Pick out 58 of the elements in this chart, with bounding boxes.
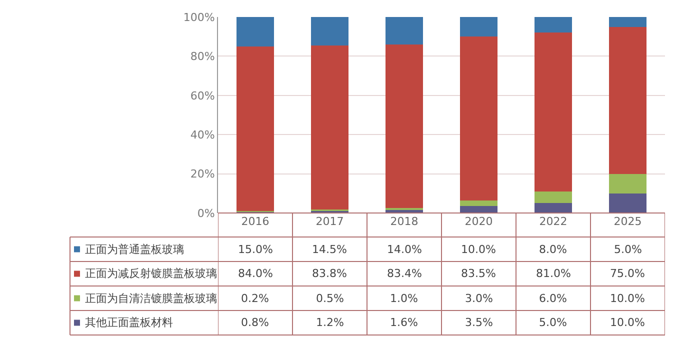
data-label: 14.0% [387, 243, 422, 256]
data-label: 0.5% [316, 292, 344, 305]
data-label: 14.5% [312, 243, 347, 256]
x-tick-label: 2022 [539, 215, 568, 228]
legend-label: 正面为自清洁镀膜盖板玻璃 [85, 292, 217, 305]
data-label: 3.5% [465, 316, 493, 329]
data-label: 83.8% [312, 267, 347, 280]
x-tick-label: 2025 [614, 215, 642, 228]
data-label: 75.0% [610, 267, 645, 280]
y-tick-label: 0% [197, 206, 215, 220]
bar [386, 44, 423, 208]
x-tick-label: 2018 [390, 215, 418, 228]
bar [460, 200, 498, 206]
data-label: 0.2% [241, 292, 269, 305]
data-label: 8.0% [539, 243, 567, 256]
x-tick-label: 2016 [241, 215, 270, 228]
data-label: 0.8% [241, 316, 269, 329]
data-label: 1.2% [316, 316, 344, 329]
data-label: 10.0% [610, 292, 645, 305]
bar [534, 32, 572, 192]
data-label: 5.0% [614, 243, 642, 256]
data-label: 1.0% [390, 292, 418, 305]
data-label: 83.4% [387, 267, 422, 280]
bar [311, 45, 348, 210]
bar [236, 17, 274, 46]
data-label: 1.6% [390, 316, 418, 329]
y-tick-label: 20% [190, 168, 215, 181]
bar [311, 17, 348, 46]
y-tick-label: 60% [190, 89, 215, 102]
x-tick-label: 2020 [464, 215, 493, 228]
legend-label: 正面为减反射镀膜盖板玻璃 [85, 267, 217, 280]
bar [236, 46, 274, 212]
data-label: 5.0% [539, 316, 567, 329]
bar [534, 17, 572, 33]
bar [609, 174, 646, 194]
data-label: 84.0% [238, 267, 273, 280]
bar [609, 17, 646, 27]
data-label: 10.0% [461, 243, 496, 256]
bar [460, 17, 498, 37]
bar [460, 206, 498, 213]
bar [534, 203, 572, 213]
bar [609, 26, 646, 174]
bar [460, 36, 498, 200]
legend-label: 正面为普通盖板玻璃 [85, 243, 184, 256]
data-label: 81.0% [536, 267, 571, 280]
data-label: 15.0% [238, 243, 273, 256]
bar [386, 17, 423, 44]
legend-label: 其他正面盖板材料 [85, 316, 173, 329]
bar [609, 193, 646, 213]
y-tick-label: 80% [190, 50, 215, 64]
data-label: 3.0% [465, 292, 493, 305]
data-label: 6.0% [539, 292, 567, 305]
bar [534, 191, 572, 204]
y-tick-label: 40% [190, 128, 215, 142]
data-label: 83.5% [461, 267, 496, 280]
x-tick-label: 2017 [316, 215, 344, 228]
data-label: 10.0% [610, 316, 645, 329]
y-tick-label: 100% [183, 10, 215, 24]
